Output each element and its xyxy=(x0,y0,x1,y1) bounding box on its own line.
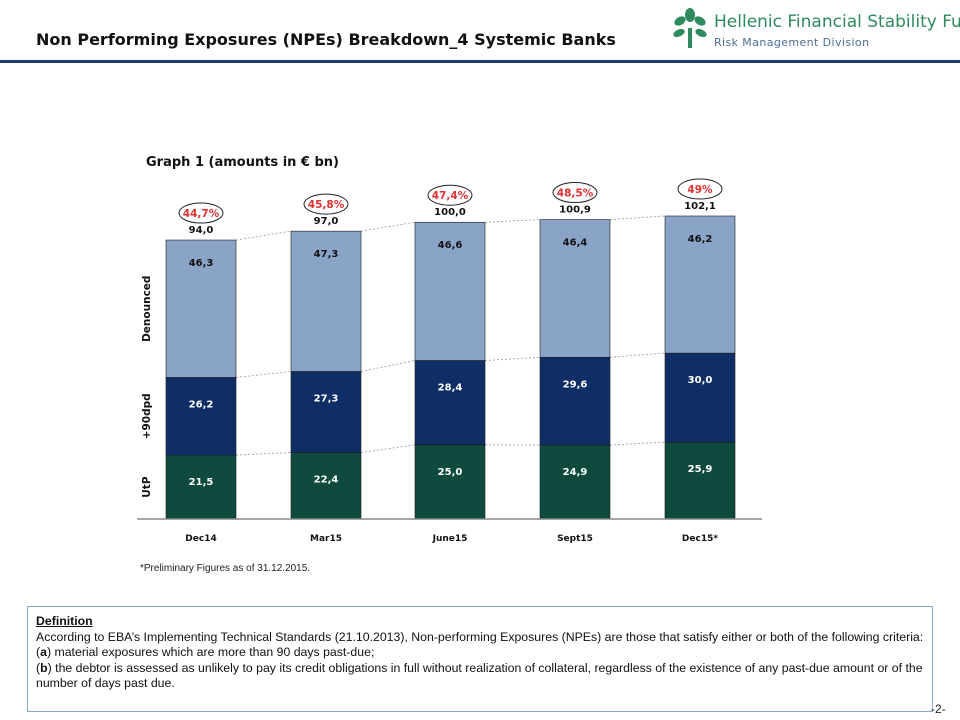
bar-segment-utp xyxy=(414,444,486,520)
bar-segment-90dpd xyxy=(165,377,237,456)
connector-line xyxy=(609,215,666,220)
segment-value-label: 29,6 xyxy=(563,379,588,390)
x-tick-label: Dec14 xyxy=(185,534,216,544)
ratio-circle xyxy=(303,193,349,215)
hfsf-logo: Hellenic Financial Stability Fund Risk M… xyxy=(672,6,960,52)
bar-segment-denounced xyxy=(290,230,362,372)
connector-line xyxy=(235,371,292,378)
connector-line xyxy=(609,352,666,358)
connector-line xyxy=(235,452,292,456)
segment-value-label: 47,3 xyxy=(314,249,339,260)
segment-value-label: 46,2 xyxy=(688,234,713,245)
header-rule xyxy=(0,60,960,63)
criterion-b-marker: b xyxy=(40,660,48,675)
connector-line xyxy=(360,444,416,453)
page-number: -2- xyxy=(931,702,946,716)
total-value-label: 100,0 xyxy=(434,207,466,218)
npe-ratio-label: 45,8% xyxy=(308,199,345,211)
segment-value-label: 25,0 xyxy=(438,467,463,478)
npe-ratio-label: 47,4% xyxy=(432,190,469,202)
segment-value-label: 26,2 xyxy=(189,399,214,410)
definition-criterion-a: (a) material exposures which are more th… xyxy=(36,645,375,659)
connector-line xyxy=(484,219,541,223)
connector-line xyxy=(484,356,541,361)
tree-logo-icon xyxy=(673,8,707,48)
segment-value-label: 46,6 xyxy=(438,240,463,251)
total-value-label: 94,0 xyxy=(189,225,214,236)
segment-value-label: 21,5 xyxy=(189,477,214,488)
connector-line xyxy=(360,221,416,232)
segment-value-label: 24,9 xyxy=(563,467,588,478)
bar-segment-utp xyxy=(165,454,237,520)
bar-segment-denounced xyxy=(539,219,611,358)
connector-line xyxy=(360,360,416,372)
definition-intro: According to EBA’s Implementing Technica… xyxy=(36,629,924,644)
total-value-label: 97,0 xyxy=(314,216,339,227)
segment-value-label: 46,3 xyxy=(189,258,214,269)
total-value-label: 102,1 xyxy=(684,201,716,212)
criterion-b-text: the debtor is assessed as unlikely to pa… xyxy=(36,660,923,691)
npe-ratio-label: 48,5% xyxy=(557,188,594,200)
bar-segment-90dpd xyxy=(539,356,611,446)
definition-box: Definition According to EBA’s Implementi… xyxy=(27,606,933,712)
x-tick-label: Dec15* xyxy=(682,534,718,544)
bar-segment-utp xyxy=(664,441,736,520)
logo-name: Hellenic Financial Stability Fund xyxy=(714,12,960,32)
series-label-1: +90dpd xyxy=(141,393,153,439)
definition-criterion-b: (b) the debtor is assessed as unlikely t… xyxy=(36,660,923,691)
series-label-2: Denounced xyxy=(141,276,153,342)
npe-ratio-label: 44,7% xyxy=(183,208,220,220)
bar-segment-utp xyxy=(290,452,362,520)
bar-segment-90dpd xyxy=(290,371,362,453)
x-tick-label: June15 xyxy=(432,534,468,544)
footnote: *Preliminary Figures as of 31.12.2015. xyxy=(140,563,311,574)
npe-stacked-bar-chart: Graph 1 (amounts in € bn) UtP +90dpd Denoun… xyxy=(137,155,762,544)
ratio-circle xyxy=(552,182,598,204)
series-label-0: UtP xyxy=(141,476,153,498)
bar-segment-90dpd xyxy=(414,360,486,446)
definition-title: Definition xyxy=(36,614,93,628)
segment-value-label: 30,0 xyxy=(688,375,713,386)
x-tick-label: Sept15 xyxy=(557,534,593,544)
bar-segment-90dpd xyxy=(664,352,736,443)
criterion-a-marker: a xyxy=(40,645,47,659)
x-tick-label: Mar15 xyxy=(310,534,342,544)
ratio-circle xyxy=(178,202,224,224)
segment-value-label: 27,3 xyxy=(314,394,339,405)
logo-division: Risk Management Division xyxy=(714,36,870,49)
bar-segment-utp xyxy=(539,444,611,520)
bar-segment-denounced xyxy=(664,215,736,354)
ratio-circle xyxy=(427,184,473,206)
npe-ratio-label: 49% xyxy=(687,184,713,196)
segment-value-label: 22,4 xyxy=(314,475,339,486)
connector-line xyxy=(609,441,666,446)
ratio-circle xyxy=(677,178,723,200)
segment-value-label: 28,4 xyxy=(438,383,463,394)
bar-segment-denounced xyxy=(165,239,237,378)
page-title: Non Performing Exposures (NPEs) Breakdow… xyxy=(36,30,616,49)
total-value-label: 100,9 xyxy=(559,205,591,216)
connector-line xyxy=(235,230,292,241)
criterion-a-text: material exposures which are more than 9… xyxy=(51,645,375,659)
segment-value-label: 25,9 xyxy=(688,464,713,475)
bar-segment-denounced xyxy=(414,221,486,361)
chart-title: Graph 1 (amounts in € bn) xyxy=(146,155,339,170)
segment-value-label: 46,4 xyxy=(563,238,588,249)
